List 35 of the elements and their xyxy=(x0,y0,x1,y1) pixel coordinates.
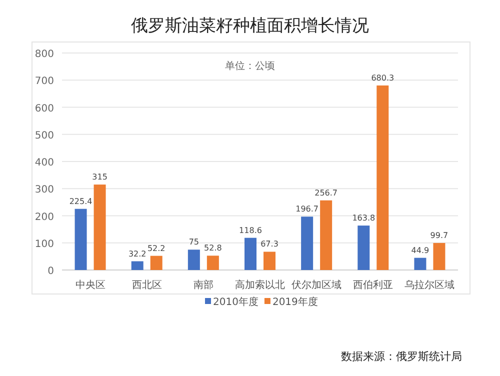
y-tick-label: 100 xyxy=(34,238,54,250)
x-tick-label: 西伯利亚 xyxy=(353,279,394,291)
y-tick-label: 600 xyxy=(34,103,54,114)
y-tick-label: 800 xyxy=(34,49,54,60)
data-label: 44.9 xyxy=(411,246,430,255)
y-tick-label: 300 xyxy=(34,184,54,196)
data-label: 118.6 xyxy=(239,226,262,235)
y-tick-label: 400 xyxy=(34,158,54,168)
text: 单位：公顷 xyxy=(225,60,275,72)
x-tick-label: 高加索以北 xyxy=(235,279,285,291)
data-label: 315 xyxy=(92,172,108,182)
data-label: 52.8 xyxy=(204,244,222,253)
data-label: 75 xyxy=(188,238,200,247)
data-label: 680.3 xyxy=(371,73,394,82)
data-label: 196.7 xyxy=(296,204,319,214)
data-label: 99.7 xyxy=(430,230,448,240)
y-tick-label: 500 xyxy=(34,130,54,142)
y-tick-label: 0 xyxy=(48,266,54,277)
title: 俄罗斯油菜籽种植面积增长情况 xyxy=(131,16,369,36)
data-label: 163.8 xyxy=(352,214,376,223)
legend-label: 2019年度 xyxy=(272,296,318,308)
y-tick-label: 200 xyxy=(34,212,54,223)
x-tick-label: 西北区 xyxy=(132,279,162,291)
data-label: 256.7 xyxy=(314,188,338,198)
y-tick-label: 700 xyxy=(34,76,54,88)
x-tick-label: 乌拉尔区域 xyxy=(404,279,455,291)
data-label: 67.3 xyxy=(260,240,278,249)
data-label: 225.4 xyxy=(69,196,92,206)
data-label: 32.2 xyxy=(128,249,146,258)
data-label: 52.2 xyxy=(147,244,166,253)
x-tick-label: 中央区 xyxy=(75,279,106,291)
source-note: 数据来源：俄罗斯统计局 xyxy=(341,350,462,363)
x-tick-label: 伏尔加区域 xyxy=(292,279,342,291)
legend-label: 2010年度 xyxy=(213,296,258,308)
x-tick-label: 南部 xyxy=(193,279,214,291)
